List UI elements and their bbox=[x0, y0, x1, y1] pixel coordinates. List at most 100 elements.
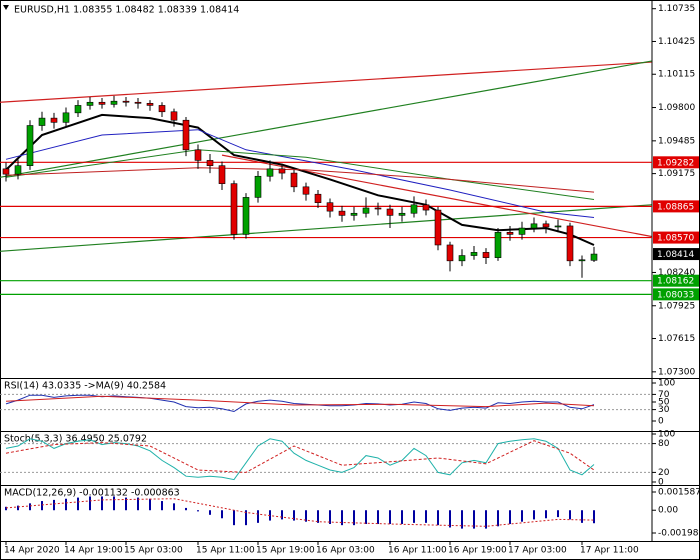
candle-body bbox=[182, 119, 190, 151]
candle-body bbox=[38, 117, 46, 126]
plot-area bbox=[0, 438, 652, 481]
y-tick-label: 50 bbox=[658, 398, 670, 408]
candle-body bbox=[578, 259, 586, 262]
trend-line bbox=[0, 61, 652, 103]
trend-line bbox=[0, 204, 652, 252]
candle-body bbox=[362, 207, 370, 214]
candle-body bbox=[470, 252, 478, 256]
candle-body bbox=[446, 244, 454, 262]
y-tick-label: 1.10425 bbox=[658, 37, 695, 47]
series-line bbox=[5, 438, 595, 481]
series-line bbox=[5, 129, 595, 218]
stoch-title: Stoch(5,3,3) 36.4950 25.0792 bbox=[4, 434, 147, 445]
histogram-bar bbox=[341, 510, 343, 526]
candle-body bbox=[14, 165, 22, 175]
candle-body bbox=[458, 255, 466, 262]
y-tick-label: 1.09485 bbox=[658, 136, 695, 146]
current-price-tag bbox=[653, 248, 699, 261]
x-tick-label: 16 Apr 03:00 bbox=[316, 546, 375, 556]
histogram-bar bbox=[581, 510, 583, 523]
histogram-bar bbox=[485, 510, 487, 529]
symbol-icon bbox=[3, 5, 9, 10]
y-tick-label: 80 bbox=[658, 439, 670, 449]
y-tick-label: 30 bbox=[658, 405, 670, 415]
candle-body bbox=[158, 105, 166, 113]
trend-line bbox=[0, 60, 652, 178]
histogram-bar bbox=[545, 510, 547, 519]
candle-body bbox=[350, 212, 358, 216]
y-tick-label: 1.07615 bbox=[658, 334, 695, 344]
candle-body bbox=[314, 193, 322, 203]
histogram-bar bbox=[17, 505, 19, 511]
plot-area bbox=[0, 393, 652, 413]
y-tick-label: 1.09175 bbox=[658, 169, 695, 179]
price-tag-label: 1.09282 bbox=[657, 158, 694, 168]
candle-body bbox=[242, 197, 250, 235]
candle-body bbox=[566, 225, 574, 262]
histogram-bar bbox=[365, 510, 367, 525]
candle-body bbox=[542, 223, 550, 228]
candle-body bbox=[74, 105, 82, 114]
series-line bbox=[5, 498, 595, 527]
x-tick-label: 16 Apr 19:00 bbox=[448, 546, 507, 556]
candle-body bbox=[266, 168, 274, 177]
histogram-bar bbox=[509, 510, 511, 525]
candle-body bbox=[290, 172, 298, 188]
candle-body bbox=[494, 231, 502, 258]
histogram-bar bbox=[257, 510, 259, 523]
price-tag-label: 1.08570 bbox=[657, 234, 694, 244]
candle-body bbox=[2, 168, 10, 175]
histogram-bar bbox=[281, 510, 283, 520]
histogram-bar bbox=[221, 510, 223, 519]
histogram-bar bbox=[449, 510, 451, 528]
histogram-bar bbox=[125, 497, 127, 511]
histogram-bar bbox=[77, 497, 79, 511]
candle-body bbox=[146, 103, 154, 106]
histogram-bar bbox=[557, 510, 559, 518]
candle-body bbox=[506, 231, 514, 235]
y-tick-label: -0.001983 bbox=[658, 529, 700, 539]
price-tag-label: 1.08865 bbox=[657, 202, 694, 212]
x-tick-label: 17 Apr 11:00 bbox=[580, 546, 639, 556]
x-tick-label: 15 Apr 19:00 bbox=[256, 546, 315, 556]
y-tick-label: 100 bbox=[658, 379, 675, 389]
histogram-bar bbox=[5, 506, 7, 511]
histogram-bar bbox=[497, 510, 499, 527]
price-tag-label: 1.08033 bbox=[657, 290, 694, 300]
y-tick-label: 1.07925 bbox=[658, 301, 695, 311]
series-line bbox=[5, 395, 595, 408]
histogram-bar bbox=[437, 510, 439, 526]
price-tag bbox=[653, 288, 699, 301]
chart-title: EURUSD,H1 1.08355 1.08482 1.08339 1.0841… bbox=[14, 5, 239, 16]
candle-body bbox=[422, 204, 430, 211]
candle-body bbox=[554, 225, 562, 228]
series-line bbox=[5, 149, 595, 200]
candle-body bbox=[206, 160, 214, 166]
histogram-bar bbox=[65, 498, 67, 511]
candle-body bbox=[302, 186, 310, 195]
candle-body bbox=[338, 210, 346, 216]
price-tag bbox=[653, 200, 699, 213]
candle-body bbox=[194, 149, 202, 161]
candle-body bbox=[518, 227, 526, 235]
histogram-bar bbox=[353, 510, 355, 526]
y-tick-label: 1.08240 bbox=[658, 268, 695, 278]
x-tick-label: 17 Apr 03:00 bbox=[508, 546, 567, 556]
candle-body bbox=[218, 165, 226, 184]
y-tick-label: 1.10115 bbox=[658, 70, 695, 80]
histogram-bar bbox=[41, 501, 43, 511]
current-price-label: 1.08414 bbox=[657, 250, 694, 260]
histogram-bar bbox=[149, 498, 151, 511]
y-tick-label: 1.10735 bbox=[658, 4, 695, 14]
plot-area bbox=[0, 60, 652, 295]
candle-body bbox=[230, 183, 238, 235]
price-tag bbox=[653, 231, 699, 244]
histogram-bar bbox=[233, 510, 235, 526]
candle-body bbox=[410, 204, 418, 214]
histogram-bar bbox=[413, 510, 415, 523]
macd-title: MACD(12,26,9) -0.001132 -0.000863 bbox=[4, 488, 180, 499]
histogram-bar bbox=[185, 507, 187, 511]
candle-body bbox=[590, 253, 598, 261]
